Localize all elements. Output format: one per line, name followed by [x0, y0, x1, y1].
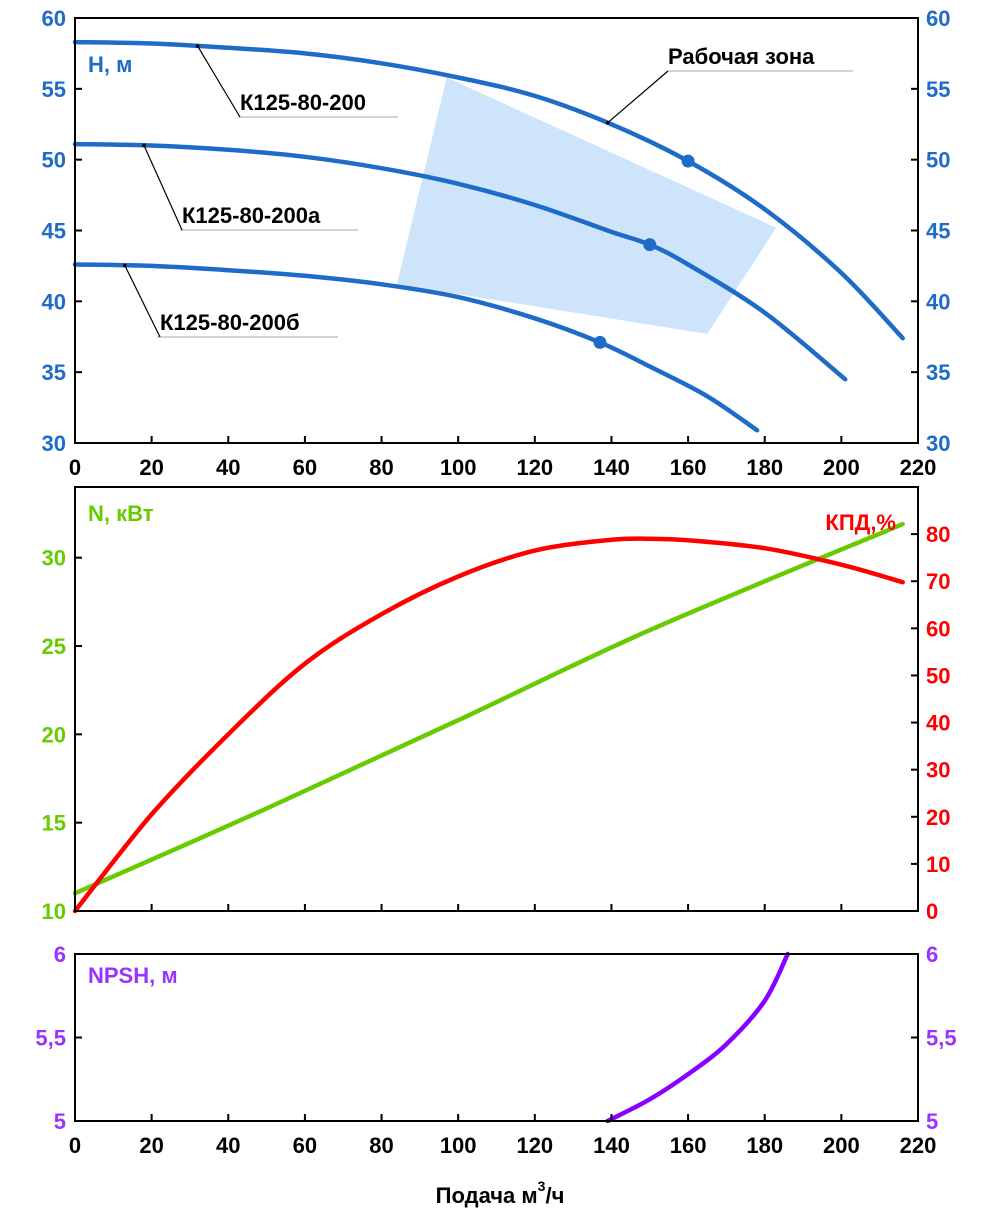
- head-y-tick-label: 50: [42, 148, 66, 173]
- head-x-tick-label: 120: [516, 455, 553, 480]
- head-y-tick-label: 55: [42, 77, 66, 102]
- power-efficiency-chart-panel: 10 15 20 25 30 0 10 20 30 40 50 60 70 80 N, кВт КПД,%: [42, 486, 951, 924]
- head-curve-0: [72, 39, 905, 341]
- power-y-tick-label: 15: [42, 811, 66, 836]
- x-axis-title-superscript: 3: [538, 1178, 546, 1194]
- npsh-x-tick-label: 140: [593, 1133, 630, 1158]
- npsh-y-tick-label: 5,5: [35, 1026, 66, 1051]
- efficiency-y-tick-label: 10: [926, 852, 950, 877]
- efficiency-y-tick-label: 30: [926, 758, 950, 783]
- npsh-x-tick-label: 160: [670, 1133, 707, 1158]
- head-x-tick-label: 140: [593, 455, 630, 480]
- work-zone-label: Рабочая зона: [668, 44, 815, 69]
- head-y-tick-label: 35: [42, 360, 66, 385]
- power-plot-frame: [74, 486, 919, 912]
- npsh-x-tick-label: 60: [293, 1133, 317, 1158]
- head-x-tick-label: 20: [139, 455, 163, 480]
- head-y2-tick-label: 40: [926, 289, 950, 314]
- head-x-tick-label: 220: [900, 455, 937, 480]
- npsh-y-tick-label: 6: [54, 942, 66, 967]
- head-curve-2: [72, 262, 760, 433]
- head-y2-tick-label: 60: [926, 6, 950, 31]
- head-x-tick-label: 60: [293, 455, 317, 480]
- x-axis-title-main: Подача м: [436, 1183, 538, 1208]
- x-axis-title-tail: /ч: [545, 1183, 564, 1208]
- npsh-x-tick-label: 220: [900, 1133, 937, 1158]
- duty-point-0: [681, 154, 695, 168]
- power-efficiency-series-group: [72, 521, 905, 914]
- series-label-k125-80-200: К125-80-200: [240, 90, 366, 115]
- head-x-tick-label: 80: [369, 455, 393, 480]
- series-line-КПД: [72, 536, 905, 914]
- head-y-tick-label: 60: [42, 6, 66, 31]
- efficiency-y-tick-label: 20: [926, 805, 950, 830]
- npsh-curve: [605, 951, 790, 1124]
- npsh-x-tick-label: 40: [216, 1133, 240, 1158]
- efficiency-y-tick-label: 60: [926, 616, 950, 641]
- head-y2-tick-label: 55: [926, 77, 950, 102]
- efficiency-y-tick-label: 0: [926, 899, 938, 924]
- efficiency-y-tick-label: 80: [926, 522, 950, 547]
- series-label-leader-line: [143, 145, 183, 231]
- npsh-x-tick-label: 80: [369, 1133, 393, 1158]
- power-efficiency-axis-ticks: 10 15 20 25 30 0 10 20 30 40 50 60 70 80: [42, 522, 951, 924]
- head-x-tick-label: 0: [69, 455, 81, 480]
- series-label-k125-80-200b: К125-80-200б: [160, 310, 300, 335]
- npsh-axis-ticks: 5 55,5 5,56 60 20 40 60 80 100 120 140 160 180 200 220: [35, 942, 956, 1158]
- power-y-tick-label: 30: [42, 546, 66, 571]
- head-y2-tick-label: 50: [926, 148, 950, 173]
- npsh-chart-panel: 5 55,5 5,56 60 20 40 60 80 100 120 140 160 180 200 220…: [35, 942, 956, 1208]
- npsh-x-tick-label: 100: [440, 1133, 477, 1158]
- duty-point-2: [593, 335, 607, 349]
- npsh-plot-frame: [74, 953, 919, 1122]
- head-x-tick-label: 160: [670, 455, 707, 480]
- efficiency-y-tick-label: 40: [926, 711, 950, 736]
- head-x-tick-label: 100: [440, 455, 477, 480]
- npsh-y2-tick-label: 5: [926, 1109, 938, 1134]
- npsh-axis-label: NPSH, м: [88, 963, 178, 988]
- efficiency-y-tick-label: 70: [926, 569, 950, 594]
- head-y2-tick-label: 35: [926, 360, 950, 385]
- head-axis-label: H, м: [88, 52, 132, 77]
- head-y2-tick-label: 45: [926, 219, 950, 244]
- power-y-tick-label: 20: [42, 722, 66, 747]
- series-line-N: [72, 521, 905, 896]
- head-y2-tick-label: 30: [926, 431, 950, 456]
- npsh-y-tick-label: 5: [54, 1109, 66, 1134]
- power-y-tick-label: 25: [42, 634, 66, 659]
- npsh-x-tick-label: 20: [139, 1133, 163, 1158]
- work-zone-leader-line: [607, 70, 669, 124]
- series-label-leader-line: [197, 45, 241, 118]
- power-axis-label: N, кВт: [88, 501, 154, 526]
- npsh-y2-tick-label: 5,5: [926, 1026, 957, 1051]
- head-x-tick-label: 200: [823, 455, 860, 480]
- efficiency-axis-label: КПД,%: [825, 510, 896, 535]
- x-axis-title: Подача м3/ч: [436, 1178, 565, 1208]
- work-zone-area: [396, 77, 777, 334]
- head-axis-ticks: 30 30 35 35 40 40 45 45 50 50 55 55 60 60 0 20 40 60 80 100…: [42, 6, 951, 480]
- head-y-tick-label: 40: [42, 289, 66, 314]
- head-chart-panel: 30 30 35 35 40 40 45 45 50 50 55 55 60 60 0 20 40 60 80 100…: [42, 6, 951, 480]
- npsh-y2-tick-label: 6: [926, 942, 938, 967]
- npsh-x-tick-label: 0: [69, 1133, 81, 1158]
- head-x-tick-label: 40: [216, 455, 240, 480]
- npsh-x-tick-label: 120: [516, 1133, 553, 1158]
- head-curve-1: [72, 141, 848, 382]
- head-y-tick-label: 30: [42, 431, 66, 456]
- head-y-tick-label: 45: [42, 219, 66, 244]
- series-label-k125-80-200a: К125-80-200а: [182, 203, 321, 228]
- npsh-x-tick-label: 180: [746, 1133, 783, 1158]
- efficiency-y-tick-label: 50: [926, 663, 950, 688]
- head-series-group: [72, 39, 905, 433]
- series-label-leader-line: [124, 265, 161, 338]
- head-x-tick-label: 180: [746, 455, 783, 480]
- duty-point-1: [643, 238, 657, 252]
- npsh-x-tick-label: 200: [823, 1133, 860, 1158]
- power-y-tick-label: 10: [42, 899, 66, 924]
- npsh-series-group: [605, 951, 790, 1124]
